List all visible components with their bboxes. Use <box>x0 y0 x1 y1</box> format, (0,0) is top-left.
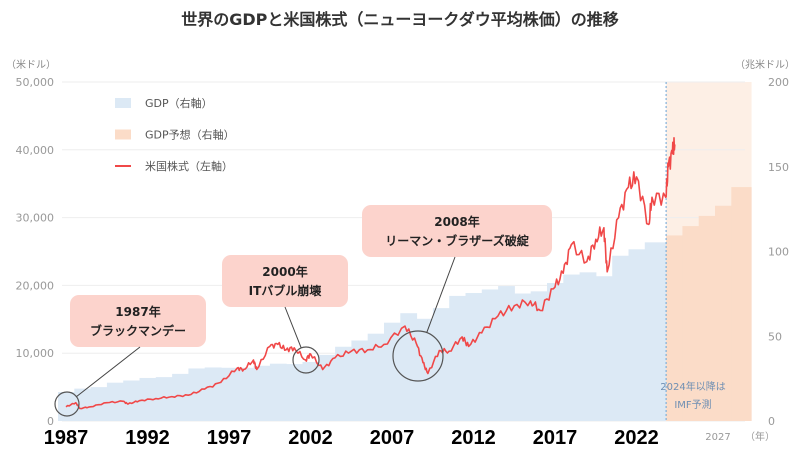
gdp-forecast-bar <box>698 215 716 421</box>
x-tick-label: 2012 <box>451 427 496 449</box>
gdp-bar <box>367 333 385 421</box>
callout-box <box>362 205 552 257</box>
callout-label: 2008年 <box>434 214 479 229</box>
gdp-bar <box>172 373 189 421</box>
legend-swatch <box>115 98 131 108</box>
callout-pointer <box>76 346 141 398</box>
gdp-forecast-bar <box>666 235 683 421</box>
forecast-note: IMF予測 <box>674 398 711 411</box>
left-tick-label: 20,000 <box>16 279 55 292</box>
gdp-bar <box>204 367 222 421</box>
callout-label: リーマン・ブラザーズ破綻 <box>385 233 529 248</box>
right-tick-label: 200 <box>768 76 789 89</box>
right-tick-label: 0 <box>768 415 775 428</box>
chart-title: 世界のGDPと米国株式（ニューヨークダウ平均株価）の推移 <box>181 10 619 29</box>
x-tick-label: 2017 <box>533 427 578 449</box>
gdp-bar <box>547 283 564 421</box>
x-tick-label: 1992 <box>125 427 170 449</box>
x-tick-label: 2022 <box>614 427 659 449</box>
right-tick-label: 50 <box>768 330 782 343</box>
gdp-bar <box>74 388 92 421</box>
legend-label: GDP予想（右軸） <box>145 128 235 142</box>
callout-box <box>222 255 348 307</box>
x-tick-label: 2007 <box>370 427 415 449</box>
left-tick-label: 30,000 <box>16 212 55 225</box>
left-axis-unit: （米ドル） <box>6 58 56 71</box>
gdp-bar <box>481 289 499 421</box>
callout-box <box>70 295 206 347</box>
gdp-bar <box>335 346 352 421</box>
callout-label: ブラックマンデー <box>90 323 186 338</box>
left-tick-label: 50,000 <box>16 76 55 89</box>
gdp-bar <box>237 367 255 421</box>
gdp-forecast-bar <box>715 205 732 421</box>
callout-label: 1987年 <box>115 304 160 319</box>
event-circle <box>292 346 320 374</box>
gdp-bar <box>384 322 401 421</box>
right-axis-unit: （兆米ドル） <box>735 58 795 71</box>
gdp-bar <box>644 242 667 421</box>
gdp-bar <box>221 367 238 421</box>
x-axis-unit: （年） <box>745 430 775 443</box>
gdp-bar <box>595 276 613 421</box>
gdp-bar <box>123 380 140 421</box>
x-tick-label: 2002 <box>288 427 333 449</box>
gdp-bar <box>612 255 629 421</box>
gdp-bar <box>188 368 206 421</box>
gdp-bar <box>514 293 532 421</box>
x-tick-label: 1987 <box>44 427 89 449</box>
left-tick-label: 10,000 <box>16 347 55 360</box>
legend-swatch <box>115 129 131 140</box>
gdp-bar <box>318 354 336 421</box>
gdp-bar <box>253 365 271 421</box>
gdp-bar <box>155 377 173 421</box>
legend-label: GDP（右軸） <box>145 96 213 110</box>
gdp-bar <box>628 249 646 421</box>
gdp-bar <box>286 364 303 421</box>
gdp-forecast-bar <box>682 226 700 421</box>
left-tick-label: 40,000 <box>16 144 55 157</box>
event-circle <box>54 391 80 417</box>
forecast-note: 2024年以降は <box>660 380 725 393</box>
x-tick-label: 1997 <box>207 427 252 449</box>
legend-label: 米国株式（左軸） <box>145 159 233 173</box>
x-tick-label: 2027 <box>705 432 730 443</box>
right-tick-label: 150 <box>768 161 789 174</box>
gdp-bar <box>269 363 287 421</box>
gdp-bar <box>465 293 483 421</box>
event-circle <box>392 330 444 382</box>
gdp-bar <box>302 362 320 421</box>
callout-pointer <box>284 306 302 349</box>
gdp-bar <box>563 274 581 421</box>
callout-label: ITバブル崩壊 <box>249 283 323 298</box>
callout-pointer <box>426 256 456 333</box>
gdp-bar <box>351 340 369 421</box>
right-tick-label: 100 <box>768 246 789 259</box>
stock-line <box>65 137 676 410</box>
gdp-forecast-bar <box>731 187 752 421</box>
left-tick-label: 0 <box>47 415 54 428</box>
gdp-bar <box>530 291 548 421</box>
gdp-bar <box>449 295 466 421</box>
gdp-bar <box>498 286 515 421</box>
callout-label: 2000年 <box>262 264 307 279</box>
gdp-bar <box>579 272 597 421</box>
